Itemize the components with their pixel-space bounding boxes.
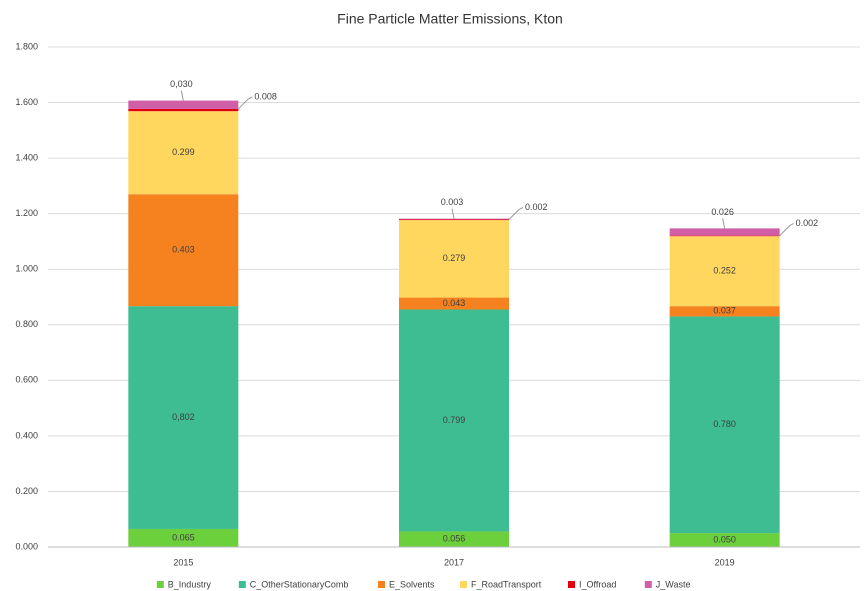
- data-label: 0.050: [713, 534, 736, 544]
- legend-swatch: [460, 581, 467, 588]
- leader-line: [508, 207, 524, 220]
- leader-line: [722, 218, 726, 229]
- data-label: 0.299: [172, 147, 195, 157]
- bar-segment: [669, 306, 780, 317]
- bar-segment: [669, 316, 780, 534]
- bar-segment: [669, 533, 780, 547]
- data-label: 0.003: [441, 197, 464, 207]
- data-label: 0.002: [525, 202, 548, 212]
- legend-swatch: [238, 581, 246, 588]
- data-label: 0,030: [170, 79, 193, 89]
- legend-label: C_OtherStationaryComb: [250, 579, 349, 589]
- leader-line: [451, 208, 455, 219]
- legend-label: J_Waste: [656, 579, 691, 589]
- legend-swatch: [378, 581, 385, 588]
- data-label: 0.065: [172, 532, 195, 542]
- data-label: 0.403: [172, 245, 195, 255]
- data-label: 0,802: [172, 412, 195, 422]
- legend-swatch: [568, 581, 575, 588]
- data-label: 0.279: [443, 253, 466, 263]
- data-label: 0.002: [796, 218, 819, 228]
- data-label: 0.252: [713, 266, 736, 276]
- bar-segment: [128, 100, 239, 109]
- bar-segment: [399, 219, 509, 221]
- bar-segment: [669, 235, 780, 237]
- legend-swatch: [156, 581, 164, 588]
- legend-label: I_Offroad: [579, 579, 616, 589]
- legend-label: E_Solvents: [389, 579, 435, 589]
- leader-line: [180, 90, 184, 101]
- y-tick-label: 1.800: [15, 41, 38, 51]
- bar-segment: [399, 297, 509, 310]
- data-label: 0.056: [443, 534, 466, 544]
- bar-segment: [128, 528, 239, 547]
- bar-segment: [399, 218, 509, 220]
- bar-segment: [128, 108, 239, 112]
- data-label: 0.008: [254, 91, 277, 101]
- chart-title: Fine Particle Matter Emissions, Kton: [337, 11, 563, 27]
- data-label: 0.026: [711, 207, 734, 217]
- legend-label: B_Industry: [168, 579, 212, 589]
- bar-segment: [669, 236, 780, 307]
- x-tick-label: 2017: [444, 557, 464, 567]
- legend-label: F_RoadTransport: [471, 579, 542, 589]
- y-tick-label: 0.200: [15, 486, 38, 496]
- bar-segment: [128, 306, 239, 529]
- bar-segment: [399, 309, 509, 532]
- bar-segment: [399, 220, 509, 298]
- bar-segment: [128, 194, 239, 307]
- leader-line: [779, 223, 794, 236]
- data-label: 0.799: [443, 415, 466, 425]
- y-tick-label: 1.600: [15, 97, 38, 107]
- data-label: 0.037: [713, 306, 736, 316]
- bar-segment: [128, 111, 239, 195]
- legend-swatch: [644, 581, 652, 588]
- y-tick-label: 0.600: [15, 375, 38, 385]
- y-tick-label: 0.000: [15, 541, 38, 551]
- x-tick-label: 2019: [715, 557, 735, 567]
- data-label: 0.043: [443, 298, 466, 308]
- bar-segment: [669, 228, 780, 236]
- y-tick-label: 0.400: [15, 430, 38, 440]
- bar-segment: [399, 531, 509, 547]
- y-tick-label: 1.200: [15, 208, 38, 218]
- data-label: 0.780: [713, 419, 736, 429]
- y-tick-label: 1.000: [15, 264, 38, 274]
- x-tick-label: 2015: [173, 557, 193, 567]
- y-tick-label: 0.800: [15, 319, 38, 329]
- y-tick-label: 1.400: [15, 152, 38, 162]
- leader-line: [237, 96, 253, 110]
